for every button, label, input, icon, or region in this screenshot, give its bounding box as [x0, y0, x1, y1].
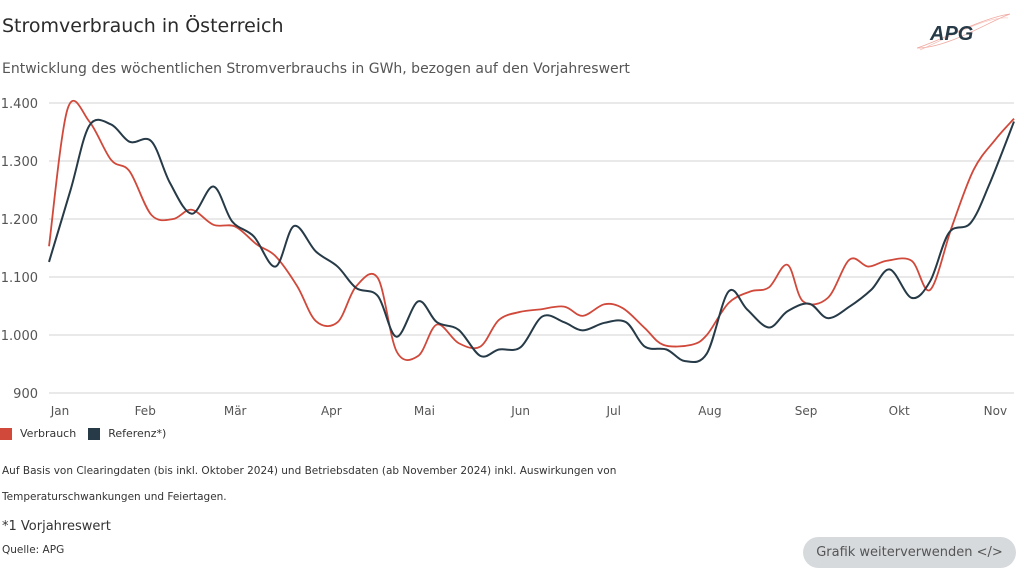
- y-tick-label: 1.400: [1, 97, 38, 112]
- legend-swatch-verbrauch: [0, 427, 12, 440]
- x-tick-label: Nov: [984, 404, 1007, 418]
- x-tick-label: Sep: [795, 404, 818, 418]
- page-title: Stromverbrauch in Österreich: [2, 15, 284, 37]
- y-tick-label: 1.000: [1, 329, 38, 344]
- legend-item-referenz[interactable]: Referenz*): [88, 427, 166, 440]
- chart-subtitle: Entwicklung des wöchentlichen Stromverbr…: [2, 61, 630, 77]
- x-tick-label: Jan: [50, 404, 70, 418]
- y-tick-label: 1.200: [1, 213, 38, 228]
- line-chart: 1.400 1.300 1.200 1.100 1.000 900 Jan Feb Mär Ap…: [1, 97, 1015, 418]
- apg-logo: APG: [916, 13, 1011, 51]
- x-tick-label: Mär: [224, 404, 247, 418]
- y-tick-label: 1.100: [1, 271, 38, 286]
- x-tick-label: Jul: [605, 404, 620, 418]
- footnote: *1 Vorjahreswert: [2, 519, 111, 534]
- note-line-2: Temperaturschwankungen und Feiertagen.: [2, 491, 227, 503]
- y-tick-label: 1.300: [1, 155, 38, 170]
- legend-item-verbrauch[interactable]: Verbrauch: [0, 427, 76, 440]
- reuse-graphic-button[interactable]: Grafik weiterverwenden </>: [803, 537, 1016, 568]
- note-line-1: Auf Basis von Clearingdaten (bis inkl. O…: [2, 465, 617, 477]
- svg-text:APG: APG: [929, 23, 973, 45]
- x-tick-label: Feb: [135, 404, 156, 418]
- legend-label: Verbrauch: [20, 427, 77, 440]
- legend-label: Referenz*): [108, 427, 167, 440]
- source-label: Quelle: APG: [2, 544, 65, 556]
- x-tick-label: Okt: [889, 404, 910, 418]
- x-tick-label: Jun: [510, 404, 530, 418]
- series-line-verbrauch: [48, 99, 1015, 361]
- y-tick-label: 900: [13, 387, 38, 402]
- x-tick-label: Aug: [698, 404, 721, 418]
- legend-swatch-referenz: [88, 427, 101, 440]
- series-line-referenz: [48, 118, 1015, 364]
- x-tick-label: Apr: [321, 404, 342, 418]
- x-tick-label: Mai: [414, 404, 435, 418]
- legend: Verbrauch Referenz*): [0, 427, 178, 440]
